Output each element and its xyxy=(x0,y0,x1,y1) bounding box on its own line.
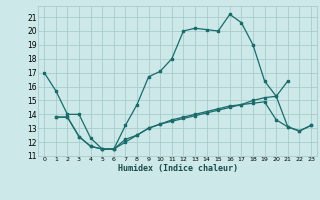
X-axis label: Humidex (Indice chaleur): Humidex (Indice chaleur) xyxy=(118,164,238,173)
